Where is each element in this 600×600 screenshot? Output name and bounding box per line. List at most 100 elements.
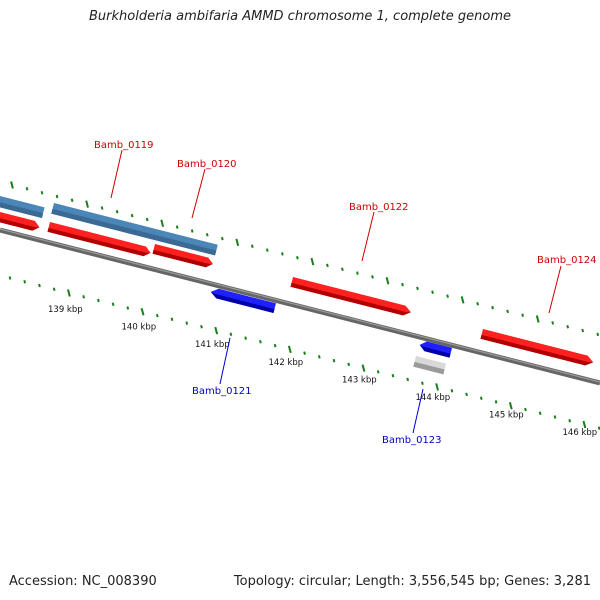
- kbp-tick-label: 143 kbp: [342, 375, 377, 385]
- minor-tick: [581, 328, 585, 333]
- gene-label-Bamb_0119[interactable]: Bamb_0119: [94, 140, 154, 151]
- major-tick: [535, 315, 540, 323]
- minor-tick: [553, 415, 557, 419]
- minor-tick: [491, 305, 494, 310]
- minor-tick: [446, 294, 449, 298]
- minor-tick: [259, 340, 262, 344]
- gene-arrow-Bamb_0121[interactable]: [210, 287, 276, 313]
- major-tick: [214, 326, 219, 335]
- minor-tick: [450, 388, 454, 393]
- leader-line: [191, 168, 206, 219]
- minor-tick: [391, 373, 395, 378]
- leader-line: [110, 149, 123, 199]
- minor-tick: [273, 343, 277, 348]
- map-title: Burkholderia ambifaria AMMD chromosome 1…: [88, 9, 512, 24]
- gene-label-Bamb_0121[interactable]: Bamb_0121: [192, 386, 252, 397]
- major-tick: [385, 276, 390, 285]
- leader-line: [548, 265, 562, 314]
- minor-tick: [145, 217, 149, 222]
- minor-tick: [190, 229, 194, 233]
- gene-arrow-Bamb_0123[interactable]: [419, 340, 453, 358]
- kbp-tick-label: 139 kbp: [48, 305, 83, 315]
- minor-tick: [465, 392, 468, 397]
- minor-tick: [70, 198, 74, 203]
- gene-label-Bamb_0122[interactable]: Bamb_0122: [349, 202, 409, 213]
- minor-tick: [506, 309, 509, 314]
- minor-tick: [521, 313, 524, 317]
- minor-tick: [551, 321, 555, 325]
- minor-tick: [371, 275, 374, 279]
- gene-arrow-fwd[interactable]: [0, 210, 41, 232]
- kbp-scale-labels: 139 kbp 140 kbp 141 kbp 142 kbp 143 kbp 144 k…: [48, 305, 597, 438]
- kbp-tick-label: 146 kbp: [563, 428, 598, 438]
- minor-tick: [155, 313, 159, 318]
- steelblue-feature[interactable]: [51, 203, 218, 256]
- kbp-tick-label: 141 kbp: [195, 340, 230, 350]
- minor-tick: [82, 295, 85, 299]
- minor-tick: [126, 306, 130, 310]
- major-tick: [85, 200, 89, 208]
- major-tick: [460, 296, 465, 304]
- minor-tick: [431, 290, 434, 294]
- minor-tick: [296, 256, 299, 260]
- minor-tick: [55, 194, 59, 199]
- kbp-tick-label: 144 kbp: [416, 393, 451, 403]
- gene-arrow-Bamb_0122[interactable]: [290, 277, 413, 317]
- accession-label: Accession: NC_008390: [9, 574, 157, 589]
- outer-tick-ring: [10, 181, 600, 337]
- gene-arrow-Bamb_0119[interactable]: [47, 222, 152, 258]
- minor-tick: [130, 213, 134, 218]
- minor-tick: [524, 407, 527, 412]
- major-tick: [140, 308, 145, 316]
- minor-tick: [476, 301, 479, 306]
- minor-tick: [97, 298, 100, 303]
- major-tick: [67, 289, 71, 297]
- minor-tick: [421, 381, 424, 385]
- minor-tick: [52, 287, 56, 292]
- major-tick: [508, 401, 513, 410]
- genome-backbone: [0, 227, 600, 386]
- minor-tick: [38, 283, 41, 288]
- minor-tick: [220, 236, 224, 241]
- gene-arrow-Bamb_0120[interactable]: [152, 244, 215, 269]
- major-tick: [235, 238, 240, 247]
- minor-tick: [25, 187, 29, 191]
- minor-tick: [376, 370, 380, 374]
- minor-tick: [494, 400, 498, 404]
- kbp-tick-label: 140 kbp: [122, 323, 157, 333]
- major-tick: [310, 257, 315, 266]
- grey-feature[interactable]: [413, 356, 447, 375]
- major-tick: [361, 364, 366, 372]
- gene-label-Bamb_0123[interactable]: Bamb_0123: [382, 435, 442, 446]
- minor-tick: [185, 321, 189, 325]
- minor-tick: [597, 426, 600, 430]
- gene-label-Bamb_0120[interactable]: Bamb_0120: [177, 159, 237, 170]
- minor-tick: [479, 396, 483, 400]
- minor-tick: [200, 325, 203, 329]
- minor-tick: [416, 286, 419, 291]
- minor-tick: [8, 276, 12, 280]
- minor-tick: [23, 280, 27, 284]
- minor-tick: [115, 210, 119, 214]
- major-tick: [435, 383, 439, 391]
- gene-arrow-Bamb_0124[interactable]: [480, 329, 595, 367]
- minor-tick: [401, 282, 404, 287]
- minor-tick: [170, 317, 174, 322]
- leader-line: [412, 388, 424, 434]
- minor-tick: [265, 248, 269, 252]
- leader-line: [219, 337, 231, 385]
- gene-label-Bamb_0124[interactable]: Bamb_0124: [537, 255, 597, 266]
- major-tick: [582, 420, 587, 429]
- inner-tick-ring: [8, 276, 600, 430]
- minor-tick: [229, 332, 233, 337]
- genome-summary: Topology: circular; Length: 3,556,545 bp…: [233, 574, 591, 589]
- major-tick: [10, 181, 14, 189]
- minor-tick: [596, 332, 600, 337]
- kbp-tick-label: 145 kbp: [489, 411, 524, 421]
- steelblue-feature[interactable]: [0, 194, 45, 219]
- minor-tick: [281, 252, 284, 256]
- minor-tick: [332, 358, 336, 363]
- minor-tick: [568, 418, 572, 423]
- minor-tick: [317, 355, 321, 359]
